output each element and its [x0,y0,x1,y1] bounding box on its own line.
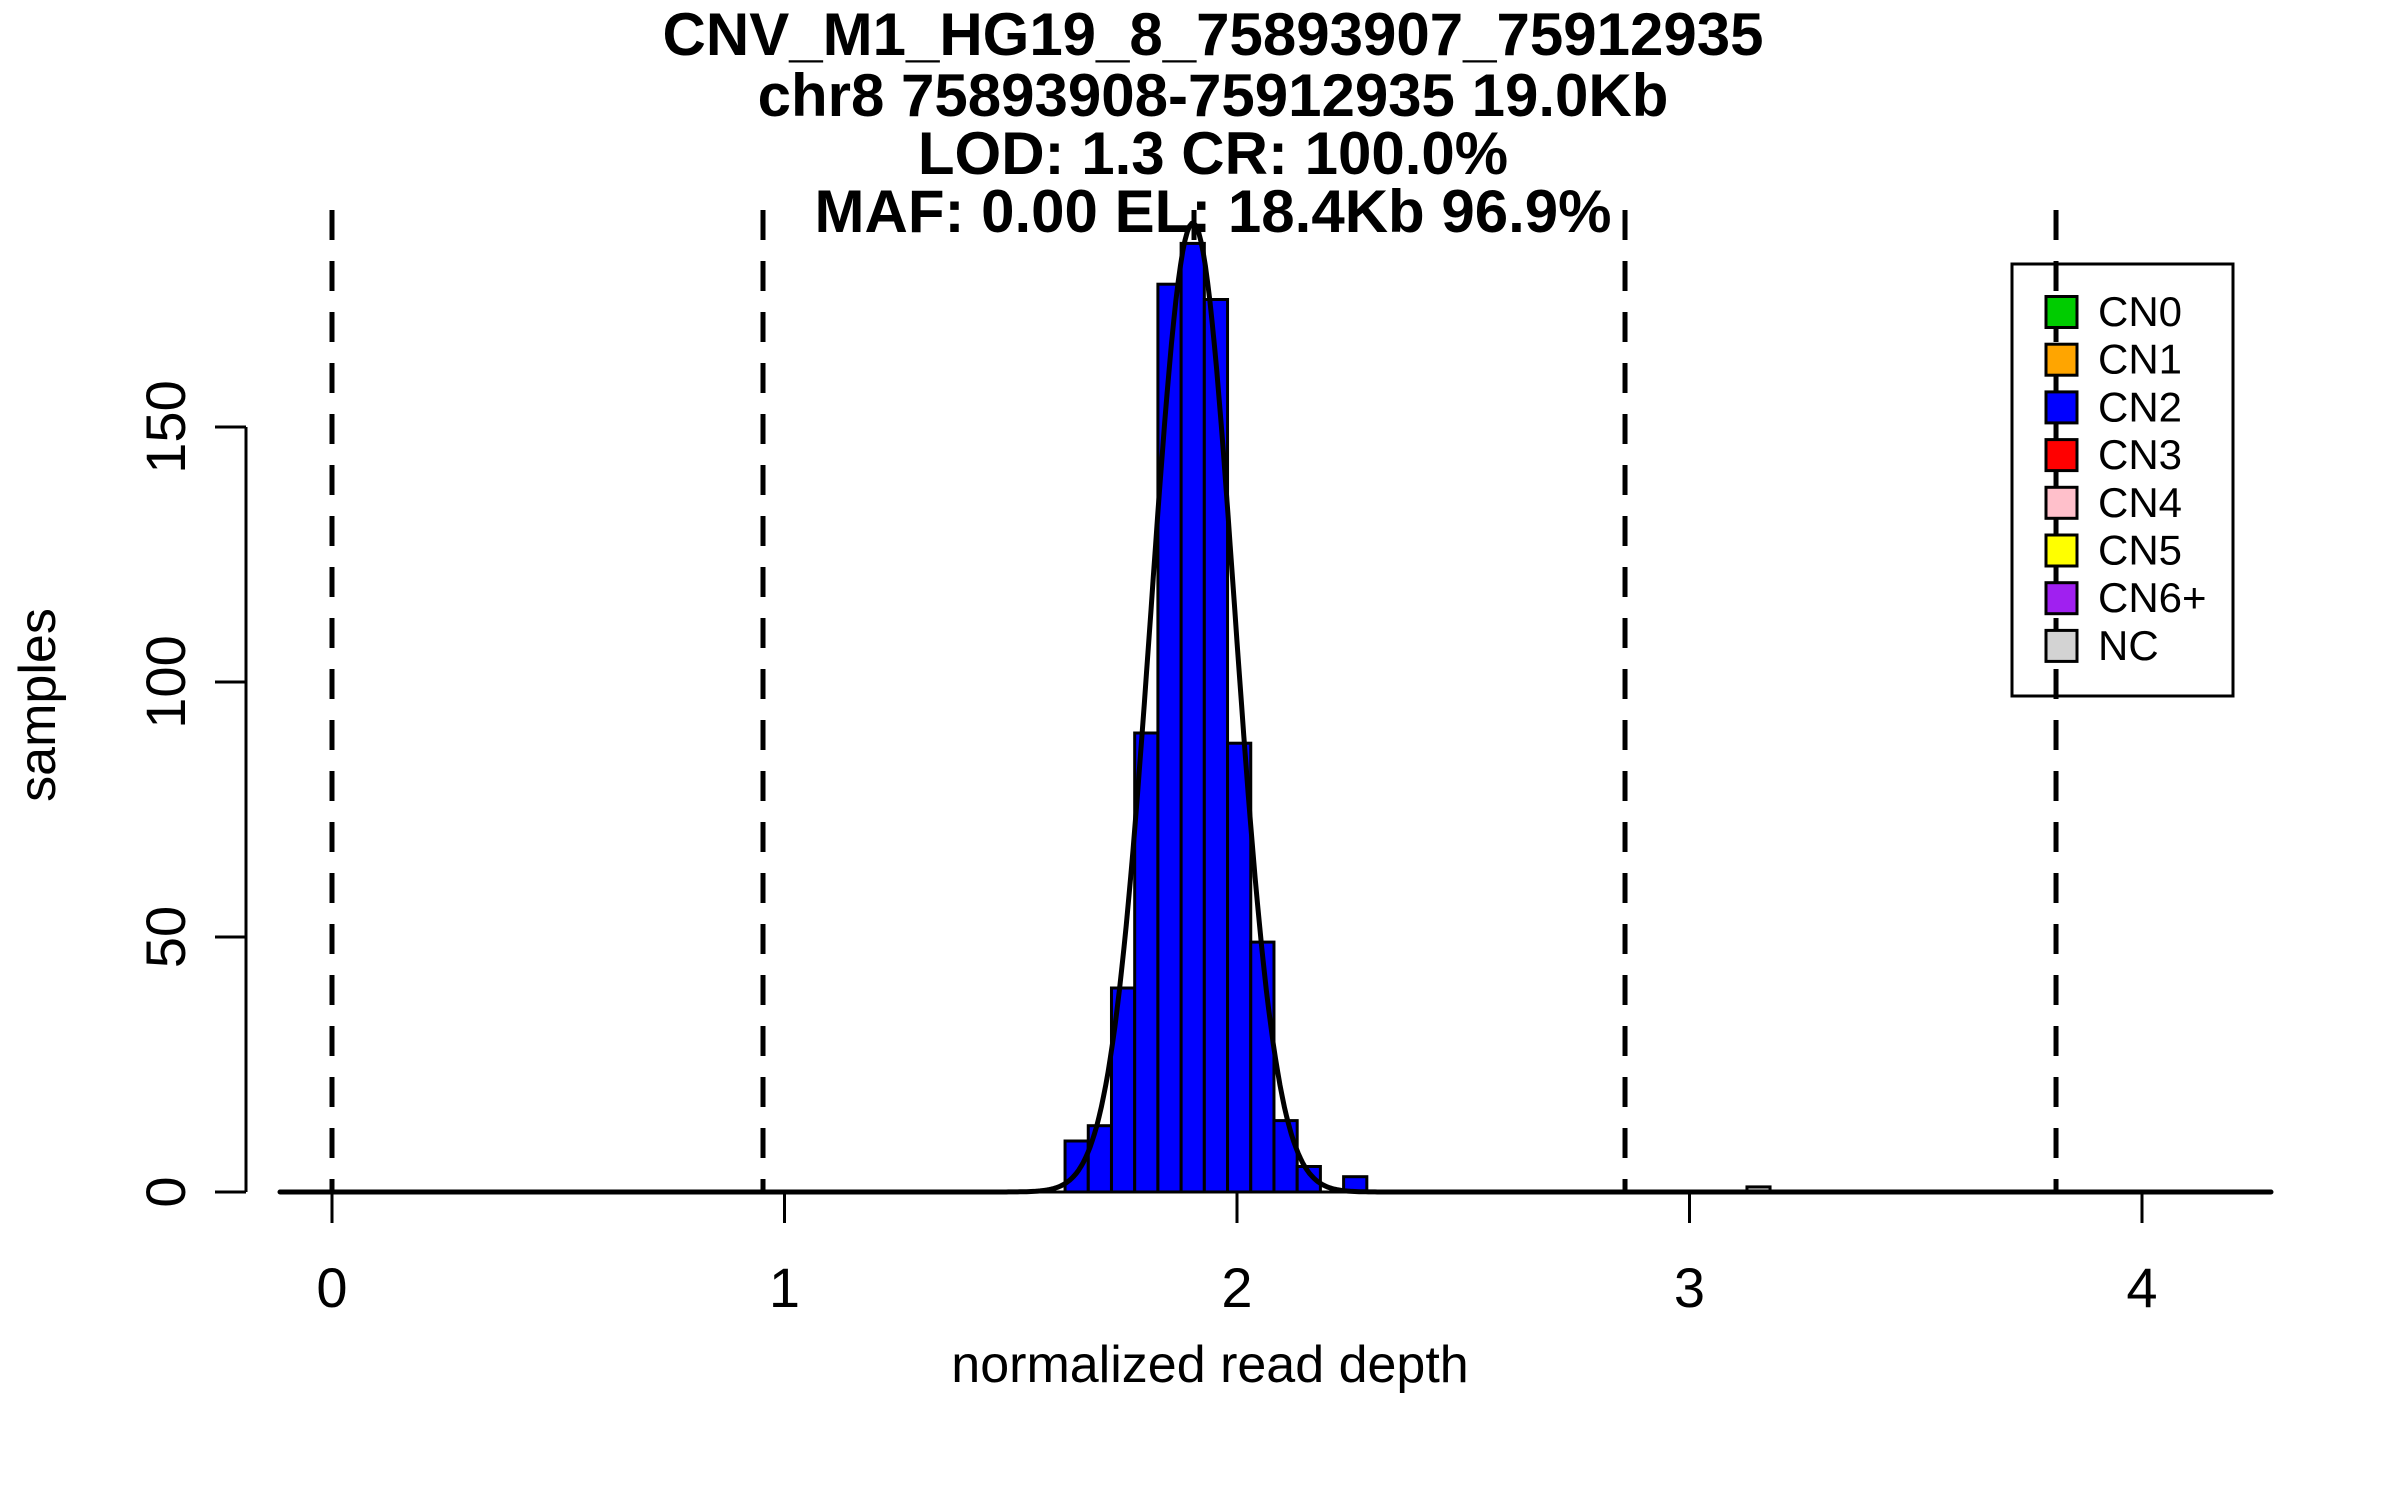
histogram-bar [1272,1119,1299,1194]
legend-label: CN4 [2098,479,2182,526]
title-block: CNV_M1_HG19_8_75893907_75912935 chr8 758… [663,1,1764,245]
x-tick-label: 3 [1674,1256,1705,1319]
legend-label: CN2 [2098,383,2182,430]
legend-label: CN0 [2098,288,2182,335]
x-tick-label: 2 [1221,1256,1252,1319]
x-axis-title: normalized read depth [951,1336,1468,1394]
legend-border [2010,262,2235,698]
plot-title-line-4: MAF: 0.00 EL: 18.4Kb 96.9% [815,178,1612,245]
axes-group: 0 1 2 3 4 0 50 100 150 [134,380,2273,1319]
plot-title-line-1: CNV_M1_HG19_8_75893907_75912935 [663,1,1764,68]
legend-swatch-cn5 [2044,533,2079,568]
fit-curve-group [277,220,2274,1195]
legend-swatch-cn1 [2044,342,2079,377]
histogram-bar [1249,940,1276,1194]
histogram-bar [1179,241,1206,1194]
y-tick-label: 100 [134,635,197,728]
legend-swatch-cn6plus [2044,581,2079,616]
x-tick-label: 1 [769,1256,800,1319]
legend-swatch-cn3 [2044,438,2079,473]
histogram-bar [1156,282,1183,1194]
legend-label: CN5 [2098,527,2182,574]
y-axis-title: samples [9,608,67,802]
legend-swatch-cn0 [2044,295,2079,329]
legend-swatch-cn4 [2044,485,2079,520]
plot-title-line-3: LOD: 1.3 CR: 100.0% [918,120,1508,187]
y-tick-label: 0 [134,1176,197,1207]
legend-swatch-cn2 [2044,390,2079,425]
histogram-bar [1063,1139,1090,1194]
histogram-bars-group [1063,241,1772,1194]
legend-label: NC [2098,622,2159,669]
plot-title-line-2: chr8 75893908-75912935 19.0Kb [758,62,1669,129]
y-tick-label: 50 [134,906,197,968]
fit-curve [277,220,2274,1195]
legend-label: CN6+ [2098,574,2207,621]
legend-swatch-nc [2044,628,2079,663]
legend-label: CN3 [2098,431,2182,478]
x-tick-label: 0 [316,1256,347,1319]
y-tick-label: 150 [134,380,197,473]
x-tick-label: 4 [2126,1256,2157,1319]
legend-label: CN1 [2098,336,2182,383]
